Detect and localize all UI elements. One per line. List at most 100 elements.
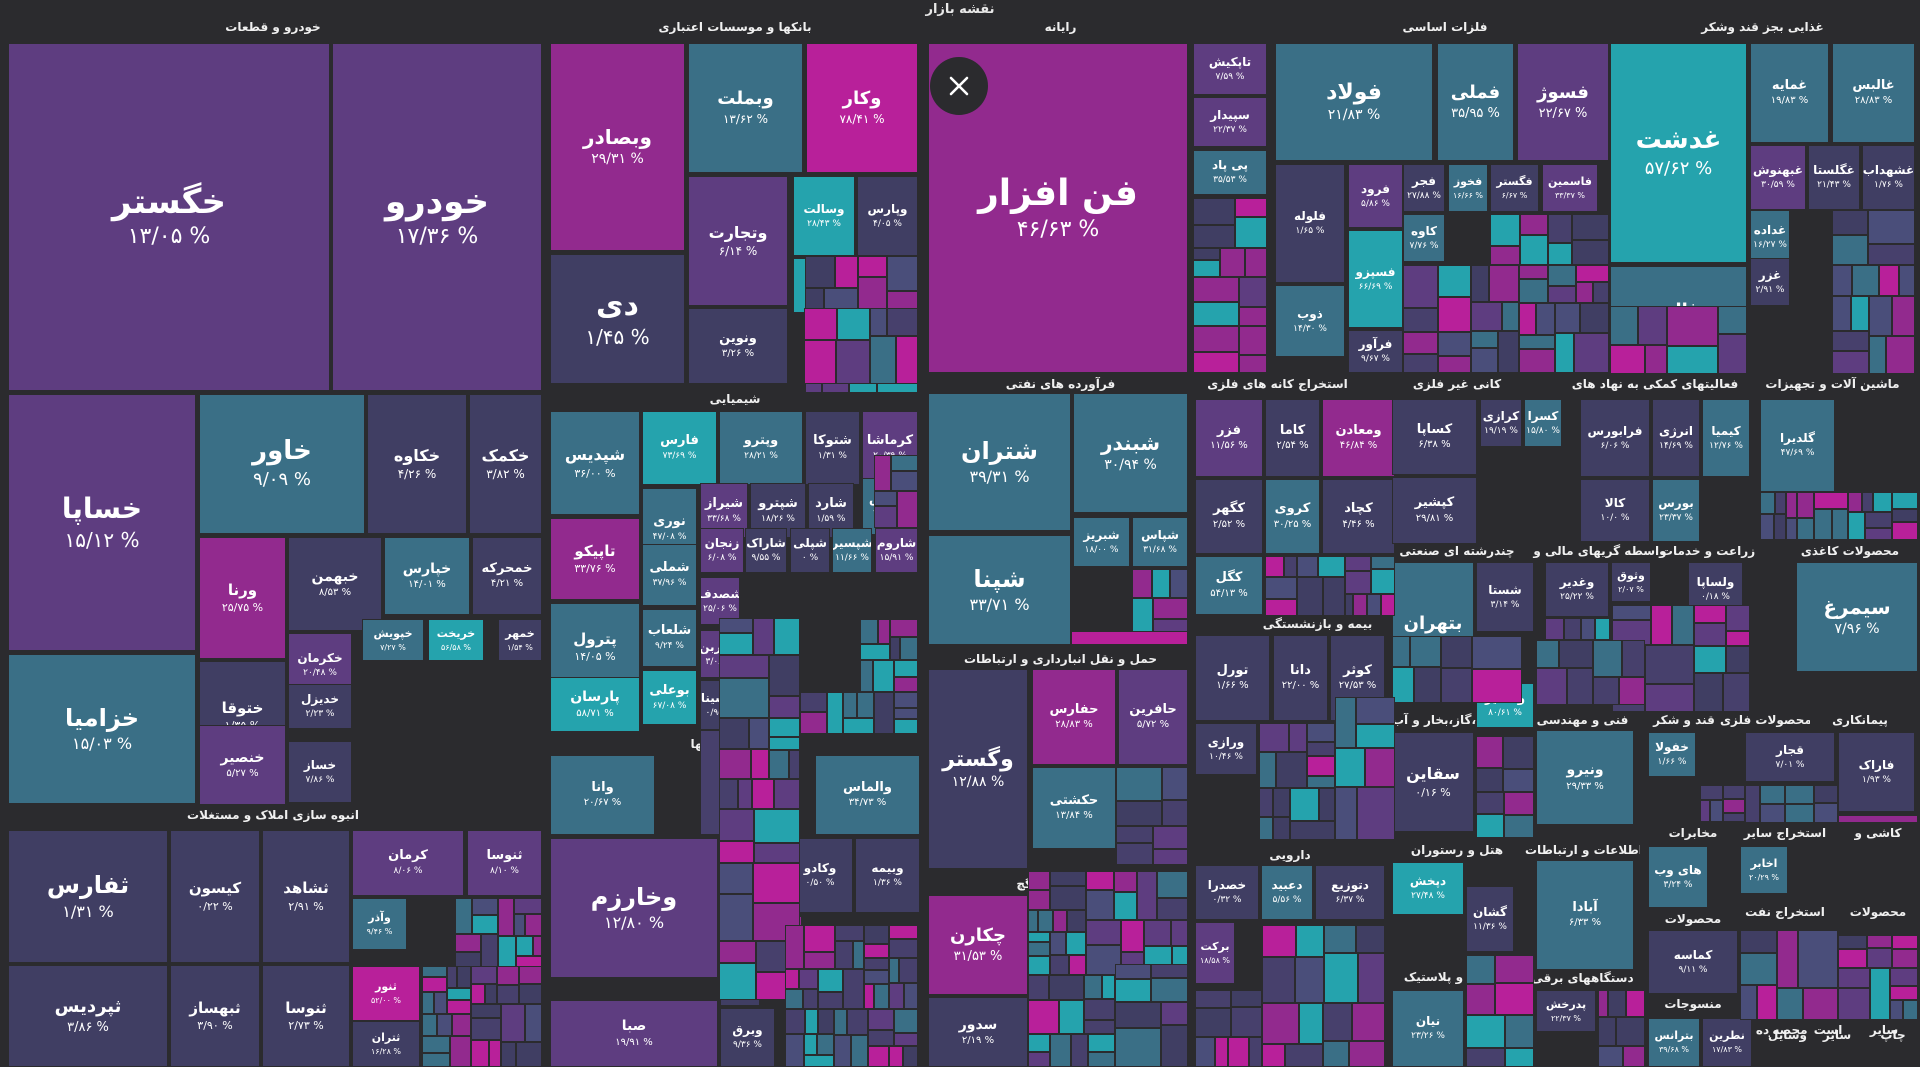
stock-tile-small[interactable] <box>1694 623 1726 646</box>
stock-tile-small[interactable] <box>1580 303 1609 333</box>
stock-tile[interactable]: دپخش ۲۷/۴۸ % <box>1392 862 1464 915</box>
stock-tile-small[interactable] <box>804 1055 834 1067</box>
stock-tile-small[interactable] <box>1667 306 1718 346</box>
stock-tile-small[interactable] <box>472 898 498 915</box>
stock-tile-small[interactable] <box>719 779 738 809</box>
stock-tile-small[interactable] <box>1786 518 1797 540</box>
stock-tile-small[interactable] <box>889 1046 903 1067</box>
stock-tile-small[interactable] <box>1171 920 1188 946</box>
stock-tile-small[interactable] <box>1700 800 1710 822</box>
stock-tile[interactable]: خبهمن ۸/۵۳ % <box>288 537 382 631</box>
stock-tile-small[interactable] <box>1572 240 1609 265</box>
stock-tile-small[interactable] <box>1153 598 1188 619</box>
stock-tile-small[interactable] <box>890 619 918 637</box>
stock-tile-small[interactable] <box>1153 849 1188 865</box>
stock-tile-small[interactable] <box>805 256 835 288</box>
stock-tile-small[interactable] <box>1115 979 1151 1002</box>
stock-tile[interactable]: غالبس ۲۸/۸۳ % <box>1832 43 1915 143</box>
stock-tile-small[interactable] <box>1899 265 1915 296</box>
stock-tile-small[interactable] <box>1307 776 1335 788</box>
stock-tile-small[interactable] <box>864 970 889 984</box>
stock-tile-small[interactable] <box>447 1000 471 1014</box>
stock-tile[interactable]: کالا ۱۰/۰ % <box>1580 479 1650 542</box>
stock-tile[interactable]: کیمیا ۱۲/۷۶ % <box>1702 399 1750 477</box>
stock-tile-small[interactable] <box>1672 605 1694 645</box>
stock-tile-small[interactable] <box>525 914 542 936</box>
stock-tile[interactable]: شبندر ۳۰/۹۴ % <box>1073 393 1188 513</box>
stock-tile-small[interactable] <box>1215 1037 1228 1067</box>
stock-tile-small[interactable] <box>719 894 753 941</box>
stock-tile-small[interactable] <box>874 506 897 528</box>
stock-tile-small[interactable] <box>501 1042 516 1067</box>
stock-tile-small[interactable] <box>422 1053 450 1067</box>
stock-tile-small[interactable] <box>1265 577 1297 599</box>
stock-tile[interactable]: خگستر ۱۳/۰۵ % <box>8 43 330 391</box>
stock-tile[interactable]: شاراک ۹/۵۵ % <box>745 528 787 573</box>
stock-tile-small[interactable] <box>533 936 542 956</box>
stock-tile[interactable]: کساپا ۶/۳۸ % <box>1392 399 1477 475</box>
stock-tile-small[interactable] <box>843 692 857 718</box>
stock-tile-small[interactable] <box>1265 599 1297 616</box>
stock-tile[interactable]: فزر ۱۱/۵۶ % <box>1195 399 1263 477</box>
stock-tile-small[interactable] <box>870 336 896 384</box>
stock-tile-small[interactable] <box>1157 871 1188 898</box>
stock-tile-small[interactable] <box>769 718 800 737</box>
stock-tile-small[interactable] <box>891 471 918 491</box>
stock-tile-small[interactable] <box>434 992 447 1014</box>
stock-tile-small[interactable] <box>1239 307 1267 326</box>
stock-tile-small[interactable] <box>719 841 754 863</box>
stock-tile-small[interactable] <box>1622 640 1645 677</box>
stock-tile[interactable]: شپاس ۳۱/۶۸ % <box>1132 517 1188 567</box>
stock-tile-small[interactable] <box>1519 279 1548 303</box>
stock-tile-small[interactable] <box>1249 1037 1262 1067</box>
stock-tile-small[interactable] <box>1785 785 1814 804</box>
stock-tile-small[interactable] <box>1879 265 1899 296</box>
stock-tile[interactable]: وبصادر ۲۹/۳۱ % <box>550 43 685 251</box>
stock-tile-small[interactable] <box>455 898 472 934</box>
stock-tile-small[interactable] <box>1231 990 1262 1007</box>
stock-tile[interactable]: اخابر ۲۰/۲۹ % <box>1740 846 1788 894</box>
stock-tile-small[interactable] <box>514 898 542 914</box>
stock-tile-small[interactable] <box>497 985 519 1004</box>
stock-tile[interactable]: ونیرو ۲۹/۳۳ % <box>1536 730 1634 825</box>
stock-tile-small[interactable] <box>753 863 800 903</box>
stock-tile-small[interactable] <box>1307 756 1335 776</box>
stock-tile[interactable]: شبریز ۱۸/۰۰ % <box>1073 517 1130 567</box>
stock-tile-small[interactable] <box>1472 636 1522 669</box>
stock-tile-small[interactable] <box>864 925 889 944</box>
stock-tile-small[interactable] <box>1345 571 1371 594</box>
stock-tile-small[interactable] <box>889 958 899 983</box>
stock-tile-small[interactable] <box>1471 331 1498 348</box>
stock-tile-small[interactable] <box>472 915 498 934</box>
stock-tile-small[interactable] <box>803 989 818 1009</box>
stock-tile-small[interactable] <box>1273 817 1290 840</box>
stock-tile-small[interactable] <box>785 1034 804 1067</box>
stock-tile-small[interactable] <box>1195 990 1231 1008</box>
stock-tile-small[interactable] <box>422 977 447 992</box>
stock-tile-small[interactable] <box>864 984 874 1009</box>
stock-tile-small[interactable] <box>1740 930 1777 953</box>
stock-tile-small[interactable] <box>835 256 858 288</box>
stock-tile-small[interactable] <box>719 678 769 718</box>
stock-tile-small[interactable] <box>818 992 843 1009</box>
stock-tile-small[interactable] <box>1235 198 1267 217</box>
stock-tile-small[interactable] <box>1151 964 1188 978</box>
stock-tile-small[interactable] <box>1357 787 1395 840</box>
stock-tile-small[interactable] <box>1892 935 1918 949</box>
stock-tile-small[interactable] <box>1259 752 1276 788</box>
stock-tile-small[interactable] <box>1581 618 1595 640</box>
stock-tile-small[interactable] <box>1612 605 1651 620</box>
stock-tile-small[interactable] <box>1803 988 1838 1020</box>
stock-tile-small[interactable] <box>1290 821 1335 840</box>
stock-tile-small[interactable] <box>1245 248 1267 277</box>
stock-tile-small[interactable] <box>769 737 800 750</box>
stock-tile-small[interactable] <box>1519 265 1548 279</box>
stock-tile-small[interactable] <box>1323 577 1345 616</box>
stock-tile-small[interactable] <box>1726 646 1750 673</box>
stock-tile-small[interactable] <box>1371 556 1395 569</box>
stock-tile[interactable]: خریخت ۵۶/۵۸ % <box>428 619 484 661</box>
stock-tile[interactable]: فجر ۲۷/۸۸ % <box>1403 164 1445 212</box>
stock-tile-small[interactable] <box>1626 990 1645 1017</box>
stock-tile[interactable]: شپدیس ۳۶/۰۰ % <box>550 411 640 515</box>
stock-tile-small[interactable] <box>1892 509 1918 522</box>
